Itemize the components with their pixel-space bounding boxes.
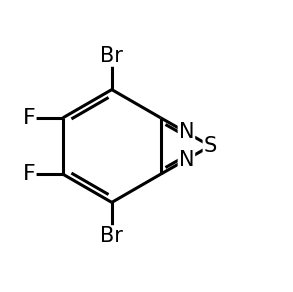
Text: Br: Br [100, 46, 123, 66]
Text: N: N [179, 122, 194, 142]
Text: N: N [179, 150, 194, 170]
Text: Br: Br [100, 226, 123, 246]
Text: F: F [23, 164, 35, 184]
Text: F: F [23, 108, 35, 128]
Text: S: S [204, 136, 217, 156]
